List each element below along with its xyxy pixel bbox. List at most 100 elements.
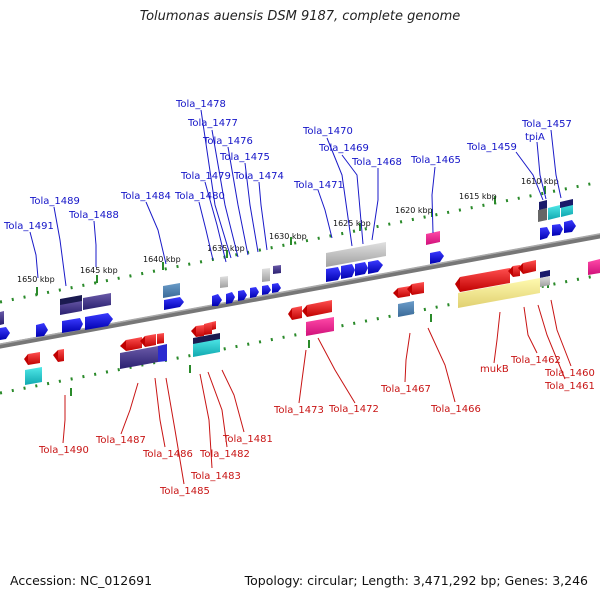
leader-line [204,181,227,263]
gene-feature [212,321,216,330]
gene-feature [226,292,235,304]
leader-line [62,395,66,444]
gene-label-tola-1459: Tola_1459 [466,142,517,153]
leader-line [326,137,353,247]
gene-feature [523,260,536,274]
gene-feature [83,293,111,310]
leader-line [493,311,501,364]
gene-feature [540,227,550,240]
gene-feature [238,290,247,301]
leader-line [341,154,364,245]
lower-genes [24,259,600,385]
leader-line [536,141,547,200]
gene-label-tola-1474: Tola_1474 [233,171,284,182]
lower-leader-lines [62,299,572,485]
gene-feature [539,200,547,210]
leader-line [227,146,249,256]
tick-label-1615: 1615 kbp [459,192,497,201]
gene-feature [145,334,156,347]
leader-line [317,337,356,404]
gene-label-tola-1460: Tola_1460 [544,368,595,379]
gene-label-tola-1476: Tola_1476 [202,136,253,147]
gene-label-tola-1465: Tola_1465 [410,155,461,166]
gene-feature [262,285,271,295]
genome-summary-label: Topology: circular; Length: 3,471,292 bp… [244,573,588,588]
gene-feature [548,205,560,220]
gene-label-tola-1469: Tola_1469 [318,143,369,154]
gene-feature [518,263,523,274]
gene-feature [164,297,184,310]
gene-feature [157,333,164,344]
leader-line [258,181,268,251]
gene-feature [191,326,196,337]
gene-label-tola-1461: Tola_1461 [544,381,595,392]
gene-label-tola-1467: Tola_1467 [380,384,431,395]
gene-label-tola-1480: Tola_1480 [174,191,225,202]
gene-feature [407,284,412,295]
tick-label-1650: 1650 kbp [17,275,55,284]
gene-label-tola-1491: Tola_1491 [3,221,54,232]
gene-feature [552,224,563,236]
gene-feature [393,288,398,298]
leader-line [29,231,39,279]
leader-line [200,109,232,259]
gene-label-tola-1489: Tola_1489 [29,196,80,207]
gene-feature [53,350,58,362]
gene-label-tola-1488: Tola_1488 [68,210,119,221]
gene-label-tola-1471: Tola_1471 [293,180,344,191]
gene-feature [564,220,576,233]
gene-feature [560,199,573,208]
gene-label-tola-1466: Tola_1466 [430,404,481,415]
leader-line [165,377,185,485]
gene-label-tola-1478: Tola_1478 [175,99,226,110]
leader-line [211,129,239,258]
leader-line [550,299,572,367]
leader-line [53,206,67,287]
gene-feature [196,325,204,337]
gene-label-tola-1484: Tola_1484 [120,191,171,202]
gene-feature [24,354,28,365]
gene-label-tola-1477: Tola_1477 [187,118,238,129]
upper-genes [0,199,576,340]
gene-feature [220,276,228,288]
gene-label-tola-1486: Tola_1486 [142,449,193,460]
gene-feature [120,340,126,351]
gene-label-tola-1481: Tola_1481 [222,434,273,445]
gene-label-tola-1482: Tola_1482 [199,449,250,460]
gene-feature [398,301,414,317]
gene-label-tpia: tpiA [525,132,545,143]
leader-line [431,166,436,234]
leader-line [404,332,411,383]
gene-label-tola-1483: Tola_1483 [190,471,241,482]
gene-feature [36,323,48,337]
gene-feature [250,287,259,298]
gene-feature [326,242,386,267]
gene-feature [193,333,220,344]
gene-feature [60,295,82,305]
leader-line [523,306,538,354]
gene-feature [273,265,281,274]
gene-feature [508,266,513,277]
gene-label-tola-1490: Tola_1490 [38,445,89,456]
gene-feature [140,336,145,347]
leader-line [93,220,97,267]
gene-feature [288,308,292,320]
gene-feature [341,264,355,279]
gene-feature [212,294,222,306]
gene-feature [306,317,334,336]
leader-line [317,189,333,239]
gene-feature [326,267,341,282]
gene-feature [0,327,10,340]
gene-feature [163,283,180,298]
gene-feature [0,311,4,325]
leader-line [550,129,562,199]
gene-label-tola-1457: Tola_1457 [521,119,572,130]
gene-feature [455,277,460,292]
tick-label-1645: 1645 kbp [80,266,118,275]
leader-line [537,304,566,380]
leader-line [198,201,214,261]
gene-feature [430,251,444,264]
tick-label-1630: 1630 kbp [269,232,307,241]
gene-label-mukb: mukB [480,364,509,375]
